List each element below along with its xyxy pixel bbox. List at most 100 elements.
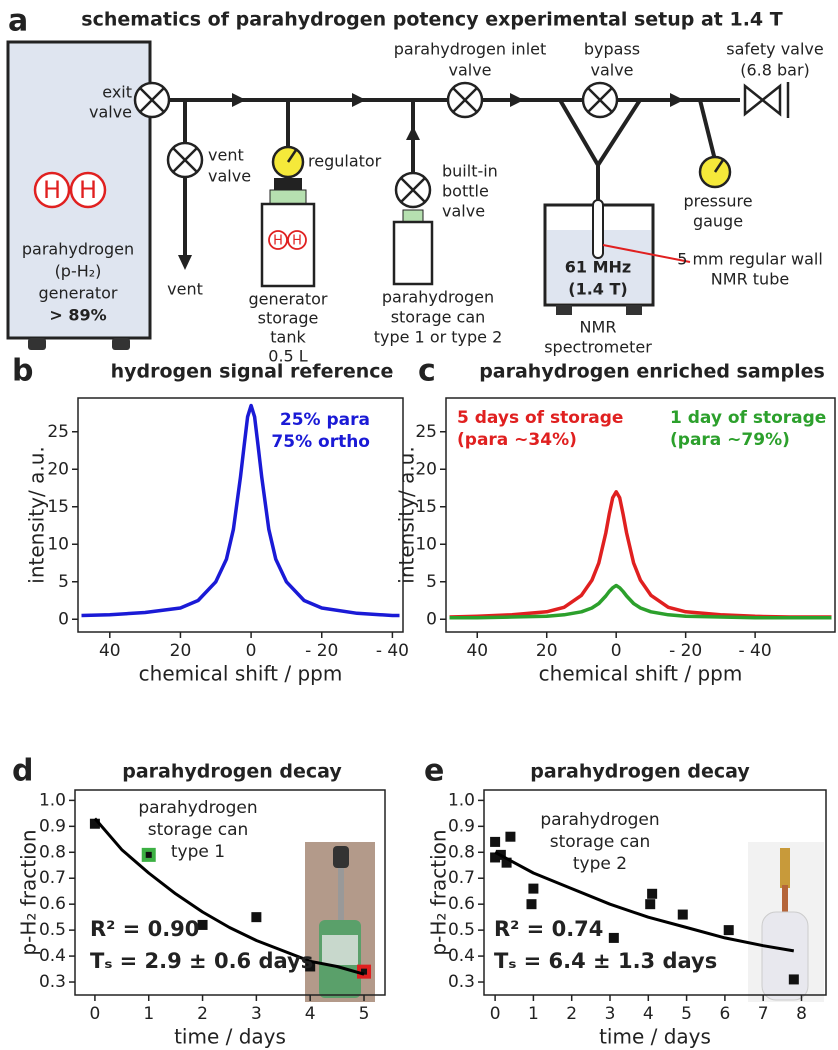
x-tick-label: 20 [170, 641, 192, 661]
label: valve [448, 61, 491, 80]
label: (p-H₂) [55, 262, 102, 281]
data-line [93, 817, 365, 976]
y-tick-label: 10 [415, 534, 437, 554]
y-tick-label: 1.0 [448, 790, 475, 810]
label: generator [248, 290, 327, 309]
data-point [89, 818, 100, 829]
annotation: 5 days of storage [457, 408, 623, 428]
y-tick-label: 15 [415, 497, 437, 517]
x-tick-label: 6 [719, 1004, 730, 1024]
annotation: 75% ortho [271, 432, 370, 452]
data-point [647, 888, 658, 899]
x-axis-label: time / days [174, 1025, 286, 1049]
y-tick-label: 0 [58, 609, 69, 629]
x-tick-label: 4 [305, 1004, 316, 1024]
label: > 89% [49, 306, 106, 325]
y-tick-label: 25 [415, 422, 437, 442]
y-tick-label: 0.8 [448, 842, 475, 862]
x-tick-label: 2 [197, 1004, 208, 1024]
data-point [505, 831, 516, 842]
y-tick-label: 5 [426, 572, 437, 592]
x-tick-label: 0 [89, 1004, 100, 1024]
y-tick-label: 5 [58, 572, 69, 592]
panel-letter: c [418, 354, 436, 389]
label: parahydrogen inlet [394, 40, 547, 59]
y-tick-label: 0.5 [39, 920, 66, 940]
label: vent [167, 280, 203, 299]
gauge [269, 145, 732, 205]
y-tick-label: 0 [426, 609, 437, 629]
label: NMR [580, 318, 617, 337]
data-point [197, 919, 208, 930]
annotation: parahydrogen [138, 798, 257, 818]
y-tick-label: 0.3 [39, 972, 66, 992]
x-axis-label: time / days [599, 1025, 711, 1049]
molecule-icon [33, 171, 107, 209]
y-axis-label: intensity/ a.u. [395, 446, 419, 583]
x-tick-label: 7 [758, 1004, 769, 1024]
chart-title: parahydrogen enriched samples [479, 361, 825, 383]
plot-frame [483, 789, 827, 996]
label: valve [442, 202, 485, 221]
pipe [698, 99, 717, 161]
data-line [81, 403, 400, 618]
annotation: Tₛ = 2.9 ± 0.6 days [90, 949, 313, 973]
x-tick-label: 1 [143, 1004, 154, 1024]
x-tick-label: 40 [99, 641, 121, 661]
data-point [645, 899, 656, 910]
label: built-in [442, 162, 498, 181]
plot-frame [77, 397, 404, 633]
x-tick-label: 8 [796, 1004, 807, 1024]
data-point [528, 883, 539, 894]
y-tick-label: 0.3 [448, 972, 475, 992]
y-tick-label: 10 [47, 534, 69, 554]
label: bypass [584, 40, 640, 59]
molecule-icon [268, 230, 307, 250]
y-tick-label: 0.4 [39, 946, 66, 966]
plot-frame [74, 789, 386, 996]
label: valve [590, 61, 633, 80]
atom: H [292, 234, 302, 249]
data-point [490, 836, 501, 847]
label: storage [258, 309, 319, 328]
y-tick-label: 25 [47, 422, 69, 442]
x-tick-label: 0 [246, 641, 257, 661]
label: vent [208, 146, 244, 165]
label: valve [208, 167, 251, 186]
data-point [251, 912, 262, 923]
pipe [558, 98, 642, 200]
can-valve [402, 209, 424, 223]
label: 5 mm regular wall [677, 250, 823, 269]
x-tick-label: - 20 [669, 641, 702, 661]
y-tick-label: 20 [415, 459, 437, 479]
y-tick-label: 15 [47, 497, 69, 517]
label: spectrometer [544, 338, 652, 357]
label: type 1 or type 2 [374, 328, 503, 347]
label: bottle [442, 182, 489, 201]
data-point [501, 857, 512, 868]
annotation: storage can [550, 832, 651, 852]
label: storage can [391, 308, 486, 327]
annotation: (para ~79%) [670, 430, 790, 450]
pointer [602, 244, 691, 263]
label: NMR tube [711, 270, 789, 289]
y-tick-label: 20 [47, 459, 69, 479]
x-tick-label: 40 [466, 641, 488, 661]
y-tick-label: 0.9 [448, 816, 475, 836]
photo-can-2 [748, 842, 824, 1002]
annotation: 25% para [280, 410, 370, 430]
foot [112, 338, 130, 350]
panel-title: schematics of parahydrogen potency exper… [81, 9, 782, 31]
label: safety valve [726, 40, 823, 59]
chart-title: parahydrogen decay [530, 761, 750, 783]
label: (1.4 T) [568, 280, 627, 299]
y-tick-label: 0.5 [448, 920, 475, 940]
plot-frame [445, 397, 836, 633]
panel-letter: d [12, 754, 33, 789]
data-point [788, 974, 799, 985]
y-tick-label: 0.4 [448, 946, 475, 966]
data-point [677, 909, 688, 920]
flow-arrows [178, 93, 684, 270]
y-axis-label: p-H₂ fraction [427, 829, 451, 955]
